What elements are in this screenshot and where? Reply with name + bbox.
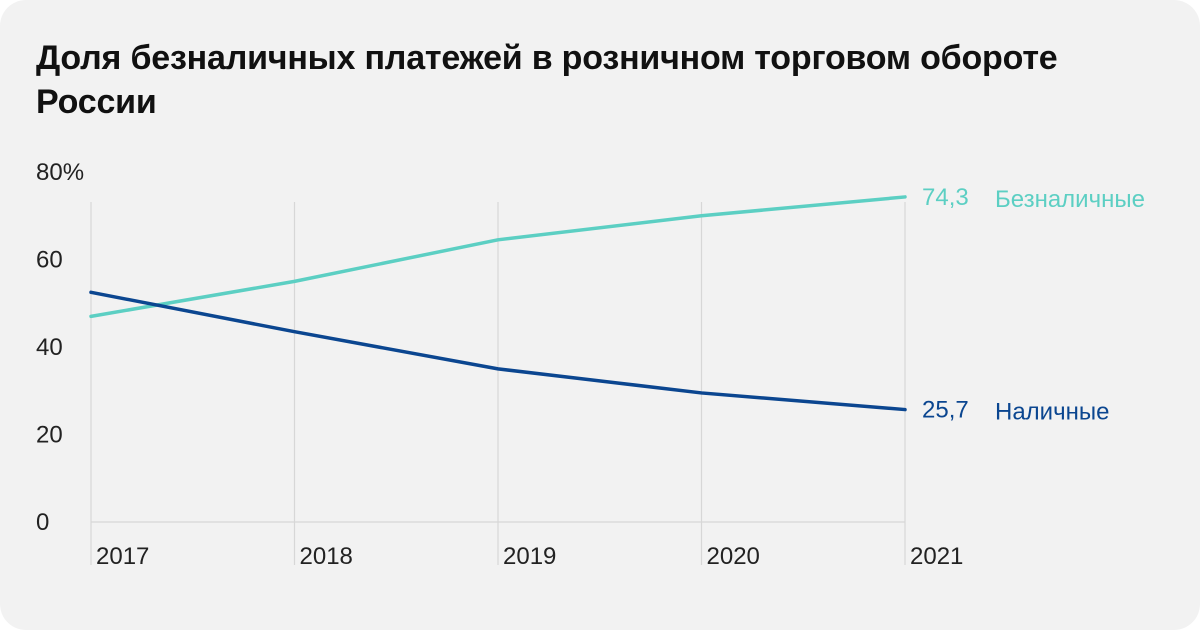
y-tick-label-40: 40 bbox=[36, 334, 63, 361]
chart-title: Доля безналичных платежей в розничном то… bbox=[36, 39, 1058, 121]
x-tick-label-2018: 2018 bbox=[300, 543, 353, 570]
x-tick-label-2021: 2021 bbox=[910, 543, 963, 570]
x-tick-label-2019: 2019 bbox=[503, 543, 556, 570]
y-tick-label-60: 60 bbox=[36, 247, 63, 274]
y-axis: 0 20 40 60 80% bbox=[36, 159, 84, 536]
y-tick-label-0: 0 bbox=[36, 509, 49, 536]
x-axis: 2017 2018 2019 2020 2021 bbox=[96, 543, 963, 570]
y-tick-label-80: 80% bbox=[36, 159, 84, 186]
grid-lines bbox=[90, 202, 906, 565]
x-tick-label-2017: 2017 bbox=[96, 543, 149, 570]
end-value-label: 74,3 bbox=[922, 184, 969, 211]
series-end-labels: 74,3 Безналичные 25,7 Наличные bbox=[922, 184, 1145, 426]
series-lines bbox=[89, 195, 907, 412]
series-name-label: Наличные bbox=[995, 399, 1109, 426]
x-tick-label-2020: 2020 bbox=[707, 543, 760, 570]
y-tick-label-20: 20 bbox=[36, 422, 63, 449]
series-name-label: Безналичные bbox=[995, 186, 1145, 213]
end-value-label: 25,7 bbox=[922, 397, 969, 424]
